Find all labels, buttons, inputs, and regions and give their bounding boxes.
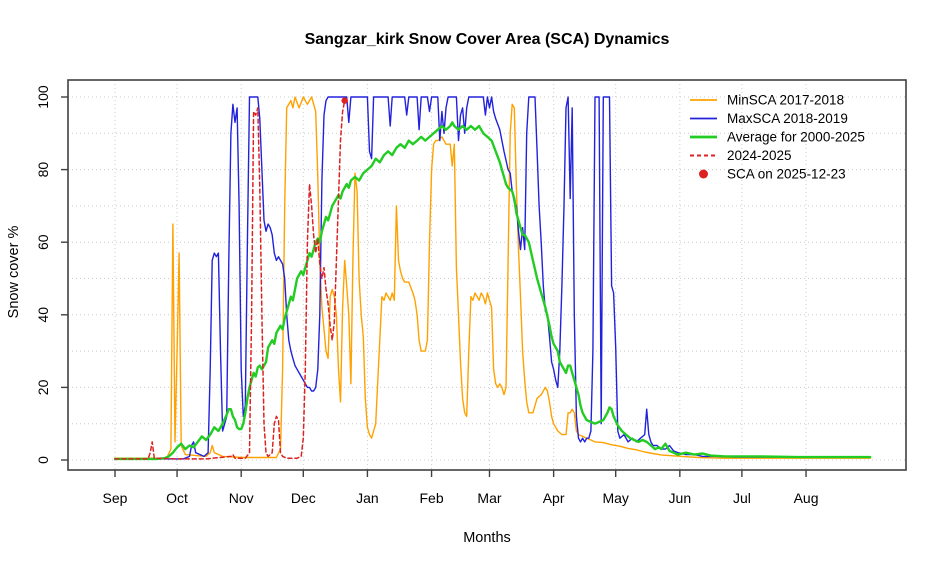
x-tick-label: Apr: [543, 490, 565, 506]
y-tick-label: 20: [35, 379, 51, 395]
grid-layer: [68, 80, 906, 470]
chart-title: Sangzar_kirk Snow Cover Area (SCA) Dynam…: [305, 31, 670, 48]
series-layer: [113, 96, 872, 461]
axes-layer: Sep Oct Nov Dec Jan Feb Mar Apr May Jun Jul Aug 0 20 4…: [35, 79, 907, 506]
legend-label-maxsca-2018-2019: MaxSCA 2018-2019: [727, 111, 848, 126]
series-line-average-for-2000-2025: [113, 121, 872, 461]
x-tick-label: May: [602, 490, 628, 506]
x-tick-label: Dec: [291, 490, 316, 506]
x-tick-label: Jul: [733, 490, 751, 506]
legend-label-2024-2025: 2024-2025: [727, 148, 792, 163]
y-tick-label: 40: [35, 307, 51, 323]
legend-label-minsca-2017-2018: MinSCA 2017-2018: [727, 93, 844, 108]
y-tick-label: 0: [35, 456, 51, 464]
x-axis-title: Months: [463, 530, 511, 546]
legend-label-sca-on-2025-12-23: SCA on 2025-12-23: [727, 167, 846, 182]
series-line-2024-2025: [114, 99, 346, 460]
x-tick-label: Aug: [794, 490, 819, 506]
y-tick-label: 60: [35, 234, 51, 250]
x-tick-label: Oct: [166, 490, 188, 506]
x-tick-label: Jun: [669, 490, 692, 506]
x-tick-label: Mar: [477, 490, 501, 506]
y-tick-label: 80: [35, 162, 51, 178]
sca-point-sca-on-2025-12-23: [341, 97, 348, 104]
y-axis-title: Snow cover %: [6, 226, 22, 319]
x-tick-label: Feb: [419, 490, 443, 506]
y-tick-label: 100: [35, 85, 51, 109]
x-tick-label: Nov: [229, 490, 254, 506]
x-tick-label: Sep: [103, 490, 128, 506]
series-line-maxsca-2018-2019: [114, 96, 871, 460]
x-tick-label: Jan: [356, 490, 379, 506]
legend-label-average-for-2000-2025: Average for 2000-2025: [727, 130, 865, 145]
series-line-minsca-2017-2018: [114, 96, 871, 459]
plot-box: [67, 79, 907, 471]
legend: MinSCA 2017-2018 MaxSCA 2018-2019 Average …: [690, 93, 865, 182]
legend-swatch-sca-on-2025-12-23: [699, 169, 708, 179]
